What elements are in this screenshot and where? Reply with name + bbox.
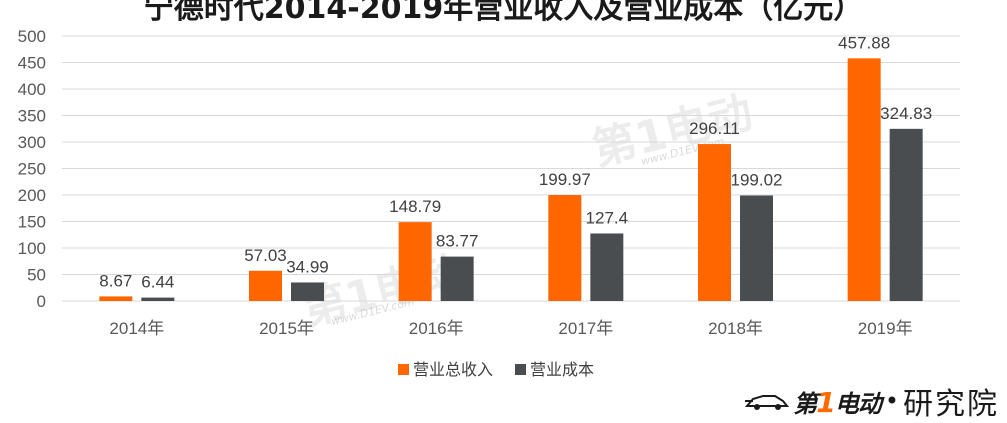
legend-swatch <box>515 364 526 375</box>
brand-mark: 第1电动 <box>793 384 882 419</box>
brand-logo: 第1电动 • 研究院 <box>745 379 999 423</box>
bar-cost <box>141 297 175 301</box>
bar-cost <box>740 195 773 301</box>
y-tick-label: 400 <box>18 80 46 99</box>
bars <box>99 58 923 301</box>
y-tick-label: 0 <box>37 292 46 311</box>
y-tick-label: 500 <box>18 27 46 46</box>
data-label: 34.99 <box>286 257 329 276</box>
x-tick-label: 2015年 <box>259 319 314 338</box>
chart-title: 宁德时代2014-2019年营业收入及营业成本（亿元） <box>143 0 864 26</box>
data-label: 127.4 <box>586 208 629 227</box>
brand-name: 研究院 <box>903 387 999 422</box>
bar-revenue <box>398 222 432 301</box>
brand-mark-a: 第 <box>793 389 817 418</box>
legend-label: 营业总收入 <box>413 360 493 379</box>
data-label: 148.79 <box>389 197 441 216</box>
bar-revenue <box>99 296 133 301</box>
bar-revenue <box>698 144 731 301</box>
x-axis-ticks: 2014年 2015年 2016年 2017年 2018年 2019年 <box>109 319 912 338</box>
y-tick-label: 250 <box>18 160 46 179</box>
x-tick-label: 2016年 <box>409 319 464 338</box>
y-tick-label: 150 <box>18 213 46 232</box>
data-label: 6.44 <box>141 273 174 292</box>
brand-dot: • <box>884 387 899 415</box>
legend: 营业总收入 营业成本 <box>398 360 594 379</box>
y-tick-label: 100 <box>18 239 46 258</box>
x-tick-label: 2018年 <box>708 319 763 338</box>
brand-mark-one: 1 <box>816 385 836 419</box>
y-tick-label: 350 <box>18 107 46 126</box>
x-tick-label: 2017年 <box>558 319 613 338</box>
bar-revenue <box>548 195 582 301</box>
gridlines <box>62 35 960 302</box>
data-label: 8.67 <box>99 271 132 290</box>
y-tick-label: 200 <box>18 186 46 205</box>
y-axis-ticks: 0 50 100 150 200 250 300 350 400 450 500 <box>18 27 46 311</box>
bar-cost <box>889 128 923 301</box>
x-tick-label: 2014年 <box>109 319 164 338</box>
car-icon <box>745 395 790 410</box>
y-tick-label: 450 <box>18 54 46 73</box>
data-label: 199.97 <box>539 170 591 189</box>
brand-mark-b: 电动 <box>834 389 882 418</box>
legend-label: 营业成本 <box>530 360 594 379</box>
y-tick-label: 300 <box>18 133 46 152</box>
y-tick-label: 50 <box>27 266 46 285</box>
data-label: 199.02 <box>731 171 783 190</box>
data-label: 83.77 <box>436 232 479 251</box>
data-label: 57.03 <box>244 246 287 265</box>
legend-swatch <box>398 364 409 375</box>
bar-revenue <box>249 270 282 301</box>
data-label: 457.88 <box>838 33 890 52</box>
bar-cost <box>590 233 624 301</box>
data-label: 296.11 <box>689 119 740 138</box>
data-label: 324.83 <box>880 104 932 123</box>
bar-cost <box>291 282 324 301</box>
x-tick-label: 2019年 <box>858 319 913 338</box>
bar-revenue <box>847 58 881 301</box>
bar-cost <box>440 256 474 301</box>
